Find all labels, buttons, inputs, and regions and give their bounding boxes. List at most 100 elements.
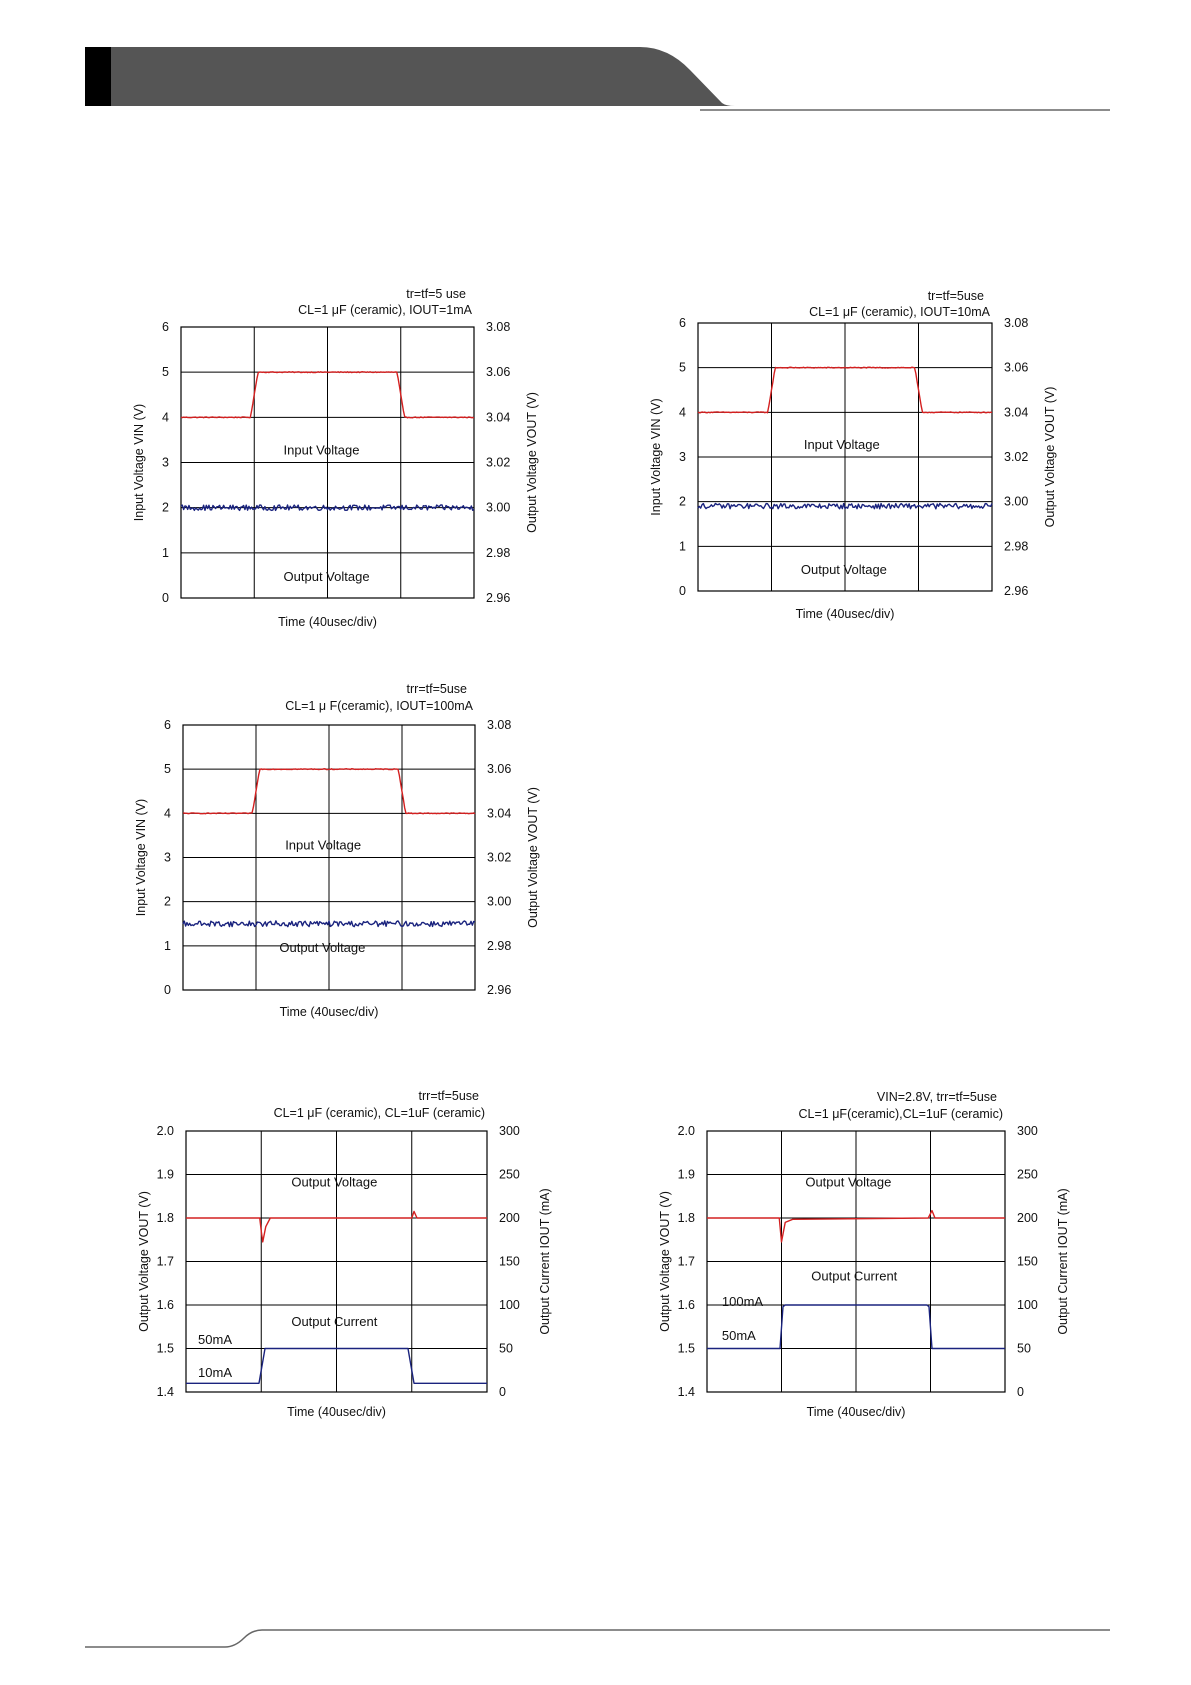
current-annotation: 50mA — [722, 1328, 756, 1343]
y-right-tick-label: 300 — [1017, 1124, 1038, 1138]
y-right-tick-label: 0 — [499, 1385, 506, 1399]
y-right-tick-label: 300 — [499, 1124, 520, 1138]
series-label-output-voltage: Output Voltage — [284, 569, 370, 584]
y-left-tick-label: 1 — [164, 939, 171, 953]
y-left-tick-label: 1.5 — [157, 1342, 174, 1356]
y-left-tick-label: 2 — [164, 895, 171, 909]
y-right-tick-label: 3.02 — [487, 851, 511, 865]
y-right-tick-label: 3.06 — [487, 762, 511, 776]
y-left-tick-label: 1.4 — [678, 1385, 695, 1399]
y-left-tick-label: 2.0 — [157, 1124, 174, 1138]
y-right-tick-label: 2.96 — [486, 591, 510, 605]
y-left-tick-label: 1 — [162, 546, 169, 560]
series-line-output-voltage — [180, 504, 475, 512]
y-left-tick-label: 2 — [679, 495, 686, 509]
y-left-tick-label: 2 — [162, 501, 169, 515]
current-annotation: 100mA — [722, 1294, 764, 1309]
y-right-tick-label: 250 — [1017, 1168, 1038, 1182]
series-label-input-voltage: Input Voltage — [285, 838, 361, 853]
condition-label-timing: tr=tf=5 use — [406, 287, 466, 301]
y-right-tick-label: 3.04 — [486, 410, 510, 424]
y-left-axis-label: Output Voltage VOUT (V) — [658, 1191, 672, 1332]
y-left-tick-label: 1.8 — [157, 1211, 174, 1225]
y-right-tick-label: 50 — [499, 1342, 513, 1356]
y-left-tick-label: 4 — [162, 410, 169, 424]
header-bar — [85, 47, 735, 106]
y-left-tick-label: 1.7 — [678, 1255, 695, 1269]
y-left-axis-label: Output Voltage VOUT (V) — [137, 1191, 151, 1332]
footer-rule — [85, 1629, 1110, 1648]
y-right-tick-label: 3.02 — [486, 456, 510, 470]
y-right-tick-label: 3.00 — [487, 895, 511, 909]
current-annotation: 10mA — [198, 1365, 232, 1380]
y-right-tick-label: 2.98 — [486, 546, 510, 560]
y-right-tick-label: 3.04 — [487, 806, 511, 820]
y-right-tick-label: 2.96 — [487, 983, 511, 997]
series-label-input-voltage: Input Voltage — [284, 442, 360, 457]
y-left-tick-label: 1.8 — [678, 1211, 695, 1225]
y-left-tick-label: 3 — [679, 450, 686, 464]
y-right-tick-label: 200 — [1017, 1211, 1038, 1225]
y-left-tick-label: 6 — [164, 718, 171, 732]
condition-label-timing: trr=tf=5use — [419, 1089, 479, 1103]
y-right-tick-label: 200 — [499, 1211, 520, 1225]
y-left-tick-label: 5 — [162, 365, 169, 379]
series-label-output-voltage: Output Voltage — [279, 940, 365, 955]
y-right-tick-label: 250 — [499, 1168, 520, 1182]
condition-label-setup: CL=1 μ F(ceramic), IOUT=100mA — [285, 699, 473, 713]
y-right-axis-label: Output Current IOUT (mA) — [1056, 1188, 1070, 1334]
y-right-tick-label: 3.08 — [487, 718, 511, 732]
y-left-tick-label: 0 — [162, 591, 169, 605]
y-right-tick-label: 150 — [1017, 1255, 1038, 1269]
x-axis-label: Time (40usec/div) — [796, 607, 895, 621]
y-left-tick-label: 1.9 — [157, 1168, 174, 1182]
y-left-tick-label: 1.6 — [678, 1298, 695, 1312]
x-axis-label: Time (40usec/div) — [278, 615, 377, 629]
y-right-tick-label: 100 — [1017, 1298, 1038, 1312]
y-left-tick-label: 4 — [679, 405, 686, 419]
y-left-tick-label: 1 — [679, 539, 686, 553]
y-left-tick-label: 1.6 — [157, 1298, 174, 1312]
y-right-tick-label: 0 — [1017, 1385, 1024, 1399]
series-label-output-voltage: Output Voltage — [801, 562, 887, 577]
current-annotation: 50mA — [198, 1332, 232, 1347]
y-left-axis-label: Input Voltage VIN (V) — [132, 404, 146, 521]
series-label-output-voltage: Output Voltage — [805, 1175, 891, 1190]
y-right-tick-label: 3.06 — [1004, 361, 1028, 375]
y-right-tick-label: 50 — [1017, 1342, 1031, 1356]
y-left-tick-label: 1.7 — [157, 1255, 174, 1269]
y-right-tick-label: 2.98 — [487, 939, 511, 953]
y-right-tick-label: 3.02 — [1004, 450, 1028, 464]
y-right-tick-label: 3.00 — [486, 501, 510, 515]
series-line-input-voltage — [697, 366, 993, 414]
series-line-output-current — [186, 1347, 487, 1385]
series-line-input-voltage — [182, 768, 476, 815]
condition-label-timing: VIN=2.8V, trr=tf=5use — [877, 1090, 997, 1104]
y-left-tick-label: 3 — [162, 456, 169, 470]
condition-label-setup: CL=1 μF (ceramic), IOUT=10mA — [809, 305, 991, 319]
series-label-output-current: Output Current — [811, 1269, 897, 1284]
y-right-tick-label: 3.08 — [1004, 316, 1028, 330]
condition-label-setup: CL=1 μF(ceramic),CL=1uF (ceramic) — [799, 1107, 1003, 1121]
condition-label-setup: CL=1 μF (ceramic), IOUT=1mA — [298, 303, 473, 317]
y-left-tick-label: 3 — [164, 851, 171, 865]
y-right-tick-label: 2.96 — [1004, 584, 1028, 598]
y-right-tick-label: 100 — [499, 1298, 520, 1312]
y-left-tick-label: 0 — [164, 983, 171, 997]
page-footer — [85, 1629, 1110, 1648]
series-line-output-voltage — [697, 502, 993, 510]
header-accent — [85, 47, 111, 106]
y-right-tick-label: 3.06 — [486, 365, 510, 379]
series-line-output-voltage — [182, 920, 476, 928]
series-label-output-current: Output Current — [291, 1314, 377, 1329]
y-right-tick-label: 3.04 — [1004, 405, 1028, 419]
series-line-output-voltage — [707, 1209, 1005, 1243]
condition-label-setup: CL=1 μF (ceramic), CL=1uF (ceramic) — [274, 1106, 485, 1120]
y-right-tick-label: 3.08 — [486, 320, 510, 334]
x-axis-label: Time (40usec/div) — [807, 1405, 906, 1419]
